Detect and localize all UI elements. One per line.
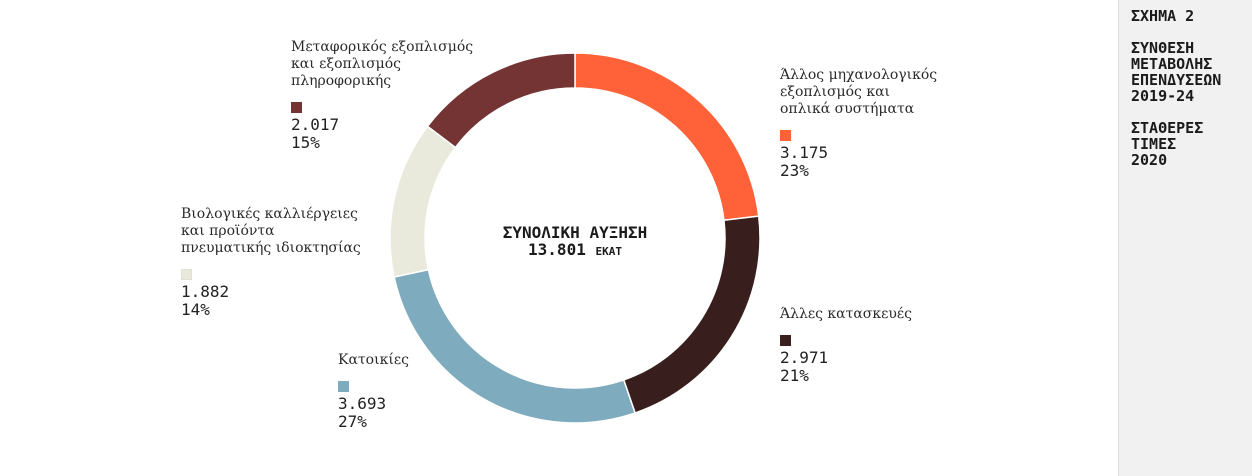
label-line: Άλλος μηχανολογικός: [780, 67, 938, 83]
legend-swatch: [181, 269, 192, 280]
label-line: πνευματικής ιδιοκτησίας: [181, 240, 361, 256]
chart-area: ΣΥΝΟΛΙΚΗ ΑΥΞΗΣΗ 13.801 ΕΚΑΤ Άλλος μηχανο…: [181, 39, 937, 431]
slice-label-transport-ict: Μεταφορικός εξοπλισμός και εξοπλισμός πλ…: [291, 39, 473, 152]
slice-value: 3.693: [338, 394, 387, 413]
center-value: 13.801: [528, 240, 586, 259]
slice-value: 2.017: [291, 115, 340, 134]
center-title: ΣΥΝΟΛΙΚΗ ΑΥΞΗΣΗ: [502, 223, 648, 242]
title-line: ΕΠΕΝΔΥΣΕΩΝ: [1131, 71, 1222, 89]
title-line: ΜΕΤΑΒΟΛΗΣ: [1131, 55, 1213, 73]
slice-label-other-machinery: Άλλος μηχανολογικός εξοπλισμός και οπλικ…: [780, 67, 937, 180]
label-line: Μεταφορικός εξοπλισμός: [291, 39, 474, 55]
slice-label-other-constructions: Άλλες κατασκευές 2.971 21%: [780, 306, 912, 385]
label-line: Κατοικίες: [338, 352, 409, 368]
label-line: οπλικά συστήματα: [780, 101, 915, 117]
slice-percent: 21%: [780, 366, 809, 385]
slice-percent: 23%: [780, 161, 809, 180]
label-line: πληροφορικής: [291, 73, 392, 89]
figure-subtitle: ΣΤΑΘΕΡΕΣ ΤΙΜΕΣ 2020: [1131, 120, 1203, 168]
figure-label: ΣΧΗΜΑ 2: [1131, 7, 1195, 25]
legend-swatch: [780, 130, 791, 141]
subtitle-line: ΤΙΜΕΣ: [1131, 135, 1177, 153]
slice-transport-ict: [426, 52, 576, 149]
label-line: Άλλες κατασκευές: [780, 306, 912, 322]
subtitle-line: 2020: [1131, 151, 1168, 169]
label-line: και προϊόντα: [181, 223, 275, 239]
slice-value: 3.175: [780, 143, 829, 162]
legend-swatch: [780, 335, 791, 346]
legend-swatch: [338, 381, 349, 392]
label-line: και εξοπλισμός: [291, 56, 402, 72]
label-line: Βιολογικές καλλιέργειες: [181, 206, 358, 222]
slice-value: 2.971: [780, 348, 829, 367]
slice-percent: 27%: [338, 412, 367, 431]
slice-label-cultivated-biological-resources: Βιολογικές καλλιέργειες και προϊόντα πνε…: [181, 206, 361, 319]
figure-sidebar: ΣΧΗΜΑ 2 ΣΥΝΘΕΣΗ ΜΕΤΑΒΟΛΗΣ ΕΠΕΝΔΥΣΕΩΝ 201…: [1118, 0, 1252, 476]
title-line: 2019-24: [1131, 87, 1195, 105]
slice-value: 1.882: [181, 282, 230, 301]
label-line: εξοπλισμός και: [780, 84, 891, 100]
legend-swatch: [291, 102, 302, 113]
center-total: 13.801 ΕΚΑΤ: [455, 241, 695, 261]
slice-label-dwellings: Κατοικίες 3.693 27%: [338, 352, 409, 431]
slice-percent: 14%: [181, 300, 210, 319]
title-line: ΣΥΝΘΕΣΗ: [1131, 39, 1195, 57]
center-unit: ΕΚΑΤ: [595, 245, 622, 258]
figure-title: ΣΥΝΘΕΣΗ ΜΕΤΑΒΟΛΗΣ ΕΠΕΝΔΥΣΕΩΝ 2019-24: [1131, 40, 1221, 104]
slice-other-machinery: [574, 52, 760, 222]
subtitle-line: ΣΤΑΘΕΡΕΣ: [1131, 119, 1204, 137]
slice-dwellings: [393, 268, 637, 424]
donut-chart: [389, 52, 761, 424]
slice-percent: 15%: [291, 133, 320, 152]
